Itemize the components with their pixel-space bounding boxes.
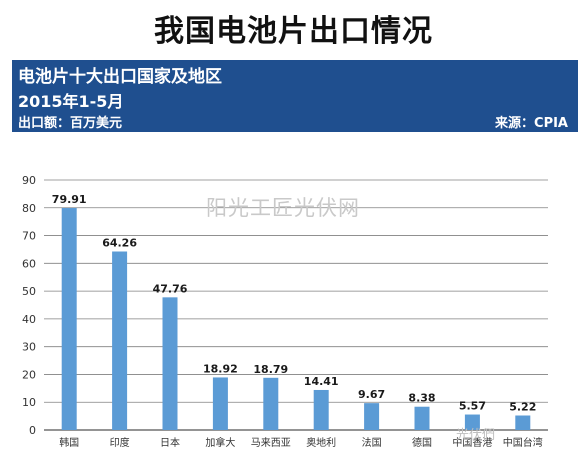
y-tick-label: 60 <box>22 257 36 270</box>
chart-title: 电池片十大出口国家及地区 <box>18 67 222 87</box>
data-label: 64.26 <box>102 237 137 250</box>
bar <box>364 403 380 430</box>
x-tick-label: 马来西亚 <box>251 437 291 449</box>
x-tick-label: 法国 <box>362 436 382 449</box>
bar <box>414 406 430 430</box>
brand-mark: 光伏們 <box>456 428 496 443</box>
chart-header-banner: 电池片十大出口国家及地区 2015年1-5月 出口额：百万美元 来源：CPIA <box>12 60 578 132</box>
x-tick-label: 中国香港 <box>452 436 492 449</box>
data-label: 18.92 <box>203 362 238 375</box>
y-tick-label: 50 <box>22 285 36 298</box>
page-title: 我国电池片出口情况 <box>154 14 433 49</box>
x-tick-label: 印度 <box>110 436 130 449</box>
chart-unit-label: 出口额：百万美元 <box>18 116 123 131</box>
data-label: 5.22 <box>509 401 536 414</box>
x-tick-label: 日本 <box>160 436 180 449</box>
x-tick-label: 德国 <box>412 436 432 449</box>
data-label: 18.79 <box>253 363 288 376</box>
bar <box>61 208 77 430</box>
y-tick-label: 0 <box>29 424 36 437</box>
bar <box>162 297 178 430</box>
y-tick-label: 10 <box>22 396 36 409</box>
bar <box>263 377 279 430</box>
y-tick-label: 20 <box>22 368 36 381</box>
x-tick-label: 加拿大 <box>205 436 235 449</box>
y-tick-label: 70 <box>22 230 36 243</box>
x-tick-label: 奥地利 <box>306 436 336 449</box>
data-label: 9.67 <box>358 388 385 401</box>
chart-source-label: 来源：CPIA <box>495 116 568 131</box>
data-label: 8.38 <box>408 392 435 405</box>
bar <box>464 414 480 430</box>
data-label: 79.91 <box>52 193 87 206</box>
data-label: 5.57 <box>459 400 486 413</box>
data-label: 47.76 <box>153 282 188 295</box>
y-tick-label: 30 <box>22 341 36 354</box>
bar <box>313 389 329 430</box>
watermark-text: 阳光工匠光伏网 <box>206 196 360 220</box>
y-tick-label: 80 <box>22 202 36 215</box>
y-tick-label: 40 <box>22 313 36 326</box>
x-tick-label: 中国台湾 <box>503 436 543 449</box>
data-label: 14.41 <box>304 375 339 388</box>
bar <box>515 415 531 430</box>
x-tick-label: 韩国 <box>59 436 79 449</box>
chart-period: 2015年1-5月 <box>18 92 124 111</box>
bar <box>212 377 228 430</box>
y-tick-label: 90 <box>22 174 36 187</box>
bar <box>112 251 128 430</box>
